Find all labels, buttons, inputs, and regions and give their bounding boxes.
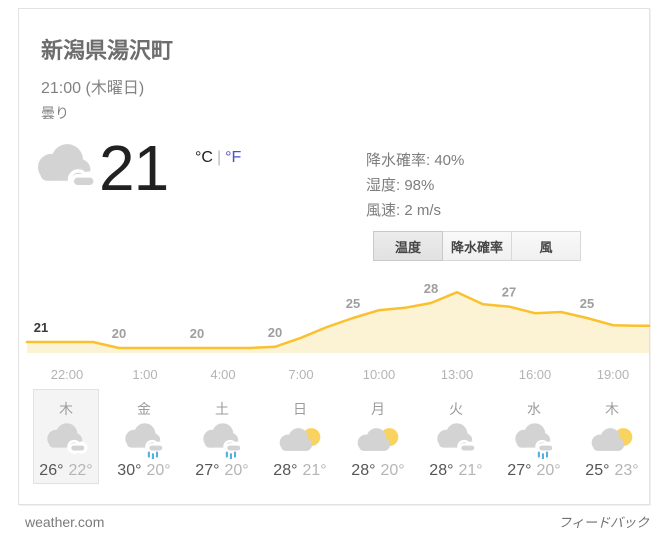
svg-text:7:00: 7:00 (288, 367, 313, 382)
day-label: 月 (371, 401, 385, 417)
rain-icon (515, 423, 556, 461)
partly-sunny-icon (357, 428, 399, 451)
day-temps: 28° 21° (268, 462, 332, 480)
forecast-day[interactable]: 水 27° 20° (501, 389, 567, 484)
weather-details: 降水確率: 40% 湿度: 98% 風速: 2 m/s (366, 148, 464, 223)
svg-text:28: 28 (424, 281, 438, 296)
day-temps: 26° 22° (34, 462, 98, 480)
forecast-day[interactable]: 日 28° 21° (267, 389, 333, 484)
forecast-day[interactable]: 火 28° 21° (423, 389, 489, 484)
svg-text:21: 21 (34, 320, 48, 335)
detail-row: 降水確率: 40% (366, 152, 465, 169)
datetime-label: 21:00 (木曜日) (41, 80, 145, 97)
high-temp: 27° (195, 462, 220, 479)
low-temp: 20° (146, 462, 171, 479)
svg-text:20: 20 (112, 326, 126, 341)
svg-text:22:00: 22:00 (51, 367, 84, 382)
day-label: 木 (59, 401, 73, 417)
forecast-day[interactable]: 金 30° 20° (111, 389, 177, 484)
fahrenheit-unit-link[interactable]: °F (225, 149, 242, 166)
current-temperature: 21 (99, 132, 169, 204)
day-icon-wrap (34, 420, 98, 462)
svg-text:1:00: 1:00 (132, 367, 157, 382)
day-temps: 28° 21° (424, 462, 488, 480)
svg-text:10:00: 10:00 (363, 367, 396, 382)
cloudy-icon (437, 423, 478, 454)
daily-forecast-row: 木 26° 22° 金 30° 20° 土 27° 20° 日 28° 21° 月 28° 20 (19, 389, 651, 485)
low-temp: 23° (614, 462, 639, 479)
detail-row: 湿度: 98% (366, 177, 435, 194)
svg-text:25: 25 (580, 296, 594, 311)
day-icon-wrap (268, 420, 332, 462)
footer: weather.com フィードバック (25, 512, 649, 531)
day-icon-wrap (112, 420, 176, 462)
day-temps: 27° 20° (190, 462, 254, 480)
low-temp: 20° (536, 462, 561, 479)
svg-text:16:00: 16:00 (519, 367, 552, 382)
day-label: 土 (215, 401, 229, 417)
low-temp: 21° (458, 462, 483, 479)
high-temp: 25° (585, 462, 610, 479)
detail-row: 風速: 2 m/s (366, 202, 442, 219)
svg-text:27: 27 (502, 285, 516, 300)
forecast-day[interactable]: 月 28° 20° (345, 389, 411, 484)
svg-text:4:00: 4:00 (210, 367, 235, 382)
forecast-day[interactable]: 土 27° 20° (189, 389, 255, 484)
day-temps: 27° 20° (502, 462, 566, 480)
partly-sunny-icon (591, 428, 633, 451)
svg-text:13:00: 13:00 (441, 367, 474, 382)
location-title: 新潟県湯沢町 (41, 38, 174, 63)
day-icon-wrap (502, 420, 566, 462)
low-temp: 21° (302, 462, 327, 479)
feedback-link[interactable]: フィードバック (558, 515, 649, 530)
day-label: 水 (527, 401, 541, 417)
celsius-unit: °C (195, 149, 213, 166)
svg-text:25: 25 (346, 296, 360, 311)
high-temp: 26° (39, 462, 64, 479)
day-icon-wrap (424, 420, 488, 462)
partly-sunny-icon (279, 428, 321, 451)
unit-separator: | (216, 149, 222, 166)
chart-mode-tabs: 温度 降水確率風 (373, 231, 581, 261)
weather-widget-card: 新潟県湯沢町 21:00 (木曜日) 曇り 21 °C | °F 降水確率: 40%… (18, 8, 651, 505)
tab-temperature[interactable]: 温度 (373, 231, 443, 261)
day-label: 火 (449, 401, 463, 417)
source-link[interactable]: weather.com (25, 514, 105, 530)
high-temp: 27° (507, 462, 532, 479)
day-temps: 30° 20° (112, 462, 176, 480)
tab-precipitation[interactable]: 降水確率 (442, 231, 512, 261)
high-temp: 28° (429, 462, 454, 479)
low-temp: 22° (68, 462, 93, 479)
svg-text:20: 20 (268, 325, 282, 340)
day-temps: 25° 23° (580, 462, 644, 480)
cloudy-icon (37, 144, 99, 190)
day-label: 木 (605, 401, 619, 417)
temperature-chart: 21 20 20 20 25 28 27 25 22:00 1:00 4:00 7:00 10:00 13… (19, 271, 651, 391)
low-temp: 20° (224, 462, 249, 479)
rain-icon (125, 423, 166, 461)
high-temp: 30° (117, 462, 142, 479)
day-icon-wrap (346, 420, 410, 462)
forecast-day[interactable]: 木 26° 22° (33, 389, 99, 484)
high-temp: 28° (351, 462, 376, 479)
day-label: 日 (293, 401, 307, 417)
high-temp: 28° (273, 462, 298, 479)
tab-wind[interactable]: 風 (511, 231, 581, 261)
day-temps: 28° 20° (346, 462, 410, 480)
cloudy-icon (47, 423, 88, 454)
rain-icon (203, 423, 244, 461)
day-icon-wrap (580, 420, 644, 462)
svg-text:20: 20 (190, 326, 204, 341)
day-label: 金 (137, 401, 151, 417)
low-temp: 20° (380, 462, 405, 479)
day-icon-wrap (190, 420, 254, 462)
forecast-day[interactable]: 木 25° 23° (579, 389, 645, 484)
condition-label: 曇り (41, 105, 69, 121)
svg-text:19:00: 19:00 (597, 367, 630, 382)
unit-toggle: °C | °F (195, 149, 241, 167)
current-weather-cloudy-icon (27, 139, 105, 203)
